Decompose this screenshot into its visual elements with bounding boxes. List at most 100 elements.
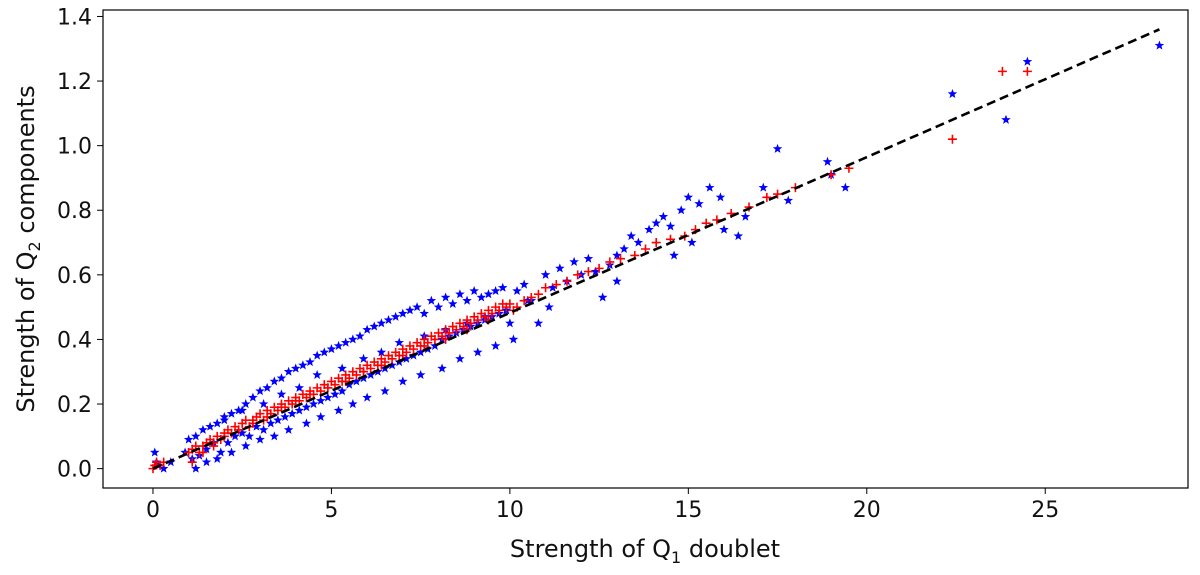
data-point-star bbox=[669, 250, 679, 260]
data-point-plus bbox=[187, 457, 197, 467]
y-tick-label: 1.0 bbox=[57, 135, 92, 160]
data-point-star bbox=[323, 392, 333, 402]
x-axis-label-suffix: doublet bbox=[681, 535, 780, 563]
data-point-star bbox=[437, 363, 447, 373]
data-point-star bbox=[255, 386, 265, 396]
data-point-star bbox=[205, 421, 215, 431]
data-point-plus bbox=[519, 296, 529, 306]
data-point-star bbox=[612, 250, 622, 260]
data-point-star bbox=[433, 302, 444, 312]
x-axis-label-prefix: Strength of Q bbox=[510, 535, 671, 563]
data-point-star bbox=[287, 408, 297, 418]
data-point-star bbox=[419, 308, 429, 318]
data-point-star bbox=[355, 331, 365, 341]
data-point-star bbox=[822, 156, 833, 166]
x-tick-label: 0 bbox=[146, 498, 160, 523]
data-point-star bbox=[544, 302, 554, 312]
x-tick-label: 5 bbox=[324, 498, 338, 523]
data-point-star bbox=[201, 457, 212, 467]
data-point-star bbox=[276, 373, 287, 383]
data-point-star bbox=[298, 360, 308, 370]
data-point-plus bbox=[773, 189, 783, 199]
data-point-star bbox=[426, 295, 437, 305]
data-point-star bbox=[405, 305, 415, 315]
data-point-star bbox=[333, 405, 344, 415]
data-point-plus bbox=[430, 334, 440, 344]
data-point-star bbox=[473, 347, 483, 357]
data-point-star bbox=[276, 389, 287, 399]
data-point-star bbox=[840, 182, 851, 192]
data-point-star bbox=[783, 195, 794, 205]
data-point-star bbox=[340, 337, 351, 347]
data-point-star bbox=[348, 399, 358, 409]
data-point-star bbox=[448, 298, 458, 308]
data-point-plus bbox=[533, 289, 543, 299]
data-point-star bbox=[772, 143, 783, 153]
data-point-plus bbox=[366, 364, 376, 373]
data-point-star bbox=[348, 334, 358, 344]
data-point-star bbox=[305, 357, 315, 367]
data-point-star bbox=[301, 418, 312, 428]
data-point-star bbox=[540, 269, 551, 279]
data-point-star bbox=[269, 431, 280, 441]
data-point-star bbox=[583, 253, 594, 263]
data-point-star bbox=[280, 411, 290, 421]
y-tick-label: 1.2 bbox=[57, 70, 92, 95]
data-point-star bbox=[237, 405, 247, 415]
data-point-star bbox=[644, 224, 654, 234]
y-axis-label-subscript: 2 bbox=[25, 241, 44, 251]
data-point-star bbox=[1022, 56, 1033, 66]
data-point-plus bbox=[255, 409, 265, 419]
data-point-plus bbox=[276, 402, 286, 412]
data-point-plus bbox=[473, 315, 483, 325]
data-point-star bbox=[255, 434, 265, 444]
data-point-plus bbox=[1022, 66, 1032, 76]
data-point-star bbox=[290, 363, 301, 373]
data-point-star bbox=[633, 237, 644, 247]
data-point-plus bbox=[583, 267, 593, 277]
fit-line-layer bbox=[152, 28, 1160, 470]
data-point-star bbox=[658, 211, 669, 221]
data-point-star bbox=[462, 295, 472, 305]
data-point-plus bbox=[541, 283, 551, 293]
data-point-star bbox=[216, 447, 226, 457]
data-point-star bbox=[719, 224, 729, 234]
data-point-star bbox=[415, 347, 426, 357]
y-tick-label: 0.6 bbox=[57, 264, 92, 289]
data-point-star bbox=[337, 386, 347, 396]
data-point-plus bbox=[526, 292, 536, 302]
data-point-star bbox=[283, 424, 294, 434]
data-point-plus bbox=[573, 270, 583, 280]
data-point-star bbox=[469, 285, 479, 296]
data-point-star bbox=[294, 382, 305, 392]
data-point-star bbox=[590, 266, 601, 276]
data-point-star bbox=[241, 399, 251, 409]
y-tick-label: 0.2 bbox=[57, 393, 92, 418]
data-point-star bbox=[715, 192, 726, 202]
data-point-star bbox=[362, 392, 372, 402]
data-point-star bbox=[212, 418, 222, 428]
data-point-star bbox=[326, 344, 337, 354]
data-point-star bbox=[455, 353, 465, 363]
y-tick-label: 1.4 bbox=[57, 5, 92, 30]
data-point-star bbox=[490, 340, 501, 350]
data-point-star bbox=[376, 347, 387, 357]
data-point-star bbox=[440, 292, 451, 302]
data-point-star bbox=[533, 318, 544, 328]
plot-frame bbox=[102, 9, 1189, 489]
data-point-star bbox=[248, 392, 258, 402]
data-point-plus bbox=[651, 238, 661, 248]
data-point-star bbox=[505, 318, 515, 328]
data-point-star bbox=[394, 337, 404, 347]
data-point-star bbox=[694, 198, 704, 208]
data-point-star bbox=[398, 308, 408, 318]
data-point-star bbox=[337, 363, 347, 373]
data-point-star bbox=[497, 282, 508, 292]
data-point-plus bbox=[466, 318, 476, 328]
data-point-star bbox=[376, 318, 387, 328]
y-axis-label-prefix: Strength of Q bbox=[12, 251, 40, 412]
data-point-star bbox=[294, 405, 305, 415]
x-tick-label: 20 bbox=[853, 498, 881, 523]
data-point-plus bbox=[359, 367, 369, 377]
data-point-star bbox=[490, 285, 501, 296]
